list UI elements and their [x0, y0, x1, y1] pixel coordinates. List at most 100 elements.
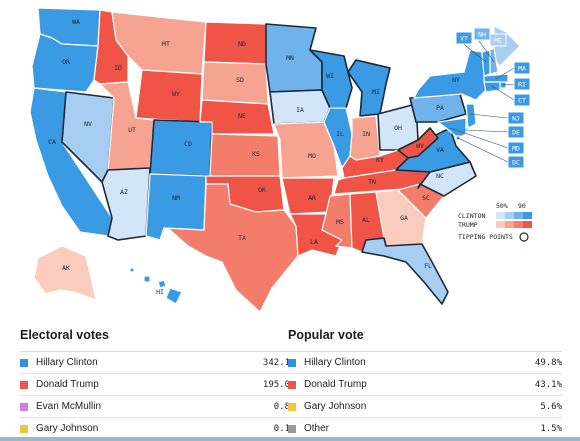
state-box-me[interactable]: [489, 33, 507, 47]
state-box-label-nh: NH: [478, 31, 486, 39]
candidate-swatch: [288, 380, 296, 389]
state-vt[interactable]: [481, 49, 491, 77]
legend-trump-swatch: [523, 221, 532, 228]
state-label-fl: FL: [424, 262, 432, 270]
state-label-nm: NM: [172, 194, 180, 202]
state-label-wi: WI: [326, 72, 334, 80]
state-label-il: IL: [336, 130, 344, 138]
state-box-ma[interactable]: [513, 61, 531, 75]
election-map: WA OR CA NV ID MT WY UT AZ CO NM ND SD NE KS OK TX MN IA MO…: [29, 7, 532, 313]
candidate-name: Donald Trump: [36, 379, 99, 390]
state-label-nc: NC: [436, 172, 444, 180]
state-box-ri[interactable]: [513, 77, 531, 91]
state-label-mi: MI: [372, 88, 380, 96]
state-ar[interactable]: [281, 177, 335, 215]
state-label-wa: WA: [72, 18, 80, 26]
candidate-swatch: [20, 380, 28, 389]
state-nh[interactable]: [489, 47, 499, 75]
state-box-ct[interactable]: [513, 93, 531, 107]
electoral-votes-panel: Electoral votes Hillary Clinton 342.1 Dona…: [20, 326, 290, 440]
candidate-value: 0.8: [273, 401, 290, 412]
electoral-row: Hillary Clinton 342.1: [20, 352, 290, 374]
candidate-value: 5.6%: [540, 401, 562, 412]
state-label-ne: NE: [238, 112, 246, 120]
candidate-name: Gary Johnson: [36, 423, 99, 434]
legend-scale-low: 50%: [496, 202, 508, 210]
leader-line: [495, 67, 515, 80]
state-label-az: AZ: [120, 188, 128, 196]
state-box-label-dc: DC: [512, 159, 520, 167]
state-hi[interactable]: [129, 267, 183, 305]
state-label-id: ID: [114, 64, 122, 72]
scrollbar-track[interactable]: [0, 437, 580, 441]
state-wv[interactable]: [397, 127, 439, 159]
legend-scale-high: 90: [518, 202, 526, 210]
state-nd[interactable]: [203, 21, 267, 65]
legend-trump-swatch: [505, 221, 514, 228]
candidate-value: 342.1: [262, 357, 290, 368]
state-label-or: OR: [62, 58, 70, 66]
candidate-value: 43.1%: [534, 379, 562, 390]
state-label-va: VA: [436, 146, 444, 154]
state-mn[interactable]: [265, 23, 323, 93]
legend-trump-label: TRUMP: [458, 221, 478, 229]
leader-line: [491, 85, 515, 101]
state-label-nv: NV: [84, 120, 92, 128]
state-box-de[interactable]: [507, 125, 525, 139]
state-label-mn: MN: [286, 54, 294, 62]
state-box-label-de: DE: [512, 129, 520, 137]
candidate-name: Evan McMullin: [36, 401, 102, 412]
legend-tipping-label: TIPPING POINTS: [458, 233, 513, 241]
us-state-map: WA OR CA NV ID MT WY UT AZ CO NM ND SD NE KS OK TX MN IA MO…: [29, 7, 532, 313]
popular-row: Gary Johnson 5.6%: [288, 396, 562, 418]
state-label-sc: SC: [422, 194, 430, 202]
candidate-name: Donald Trump: [304, 379, 367, 390]
state-ks[interactable]: [209, 133, 281, 177]
state-box-dc[interactable]: [507, 155, 525, 169]
state-ma[interactable]: [483, 73, 509, 83]
state-box-md[interactable]: [507, 141, 525, 155]
state-label-al: AL: [362, 216, 370, 224]
candidate-swatch: [288, 402, 296, 411]
state-box-label-ct: CT: [518, 97, 526, 105]
state-label-nd: ND: [238, 40, 246, 48]
state-box-label-nj: NJ: [512, 115, 520, 123]
state-box-vt[interactable]: [455, 31, 473, 45]
state-tx[interactable]: [163, 183, 299, 313]
candidate-swatch: [20, 402, 28, 411]
state-box-nj[interactable]: [507, 111, 525, 125]
state-box-label-ri: RI: [518, 81, 526, 89]
tipping-point-icon: [519, 232, 529, 242]
state-in[interactable]: [349, 115, 381, 161]
legend-clinton-swatch: [505, 212, 514, 219]
state-mi[interactable]: [347, 59, 391, 117]
state-sd[interactable]: [201, 61, 269, 105]
state-co[interactable]: [149, 119, 213, 177]
candidate-value: 195.0: [262, 379, 290, 390]
state-ct[interactable]: [483, 81, 501, 93]
candidate-swatch: [288, 358, 296, 367]
leader-line: [469, 113, 509, 119]
map-legend: 50% 90 CLINTON TRUMP TIPPING POINTS: [458, 202, 532, 242]
state-label-ak: AK: [62, 264, 70, 272]
electoral-row: Evan McMullin 0.8: [20, 396, 290, 418]
state-box-label-vt: VT: [460, 35, 468, 43]
state-label-la: LA: [310, 238, 318, 246]
state-ak[interactable]: [33, 245, 97, 301]
state-ny[interactable]: [413, 49, 487, 101]
legend-clinton-label: CLINTON: [458, 212, 485, 220]
candidate-value: 0.1: [273, 423, 290, 434]
legend-trump-swatch: [514, 221, 523, 228]
electoral-row: Donald Trump 195.0: [20, 374, 290, 396]
state-wy[interactable]: [135, 69, 203, 123]
state-box-label-md: MD: [512, 145, 520, 153]
state-az[interactable]: [101, 167, 151, 241]
state-nj[interactable]: [465, 103, 477, 129]
candidate-name: Hillary Clinton: [304, 357, 366, 368]
state-fl[interactable]: [361, 237, 449, 305]
candidate-value: 1.5%: [540, 423, 562, 434]
popular-row: Hillary Clinton 49.8%: [288, 352, 562, 374]
state-md[interactable]: [437, 117, 467, 139]
state-label-sd: SD: [236, 76, 244, 84]
state-label-wv: WV: [416, 142, 424, 150]
